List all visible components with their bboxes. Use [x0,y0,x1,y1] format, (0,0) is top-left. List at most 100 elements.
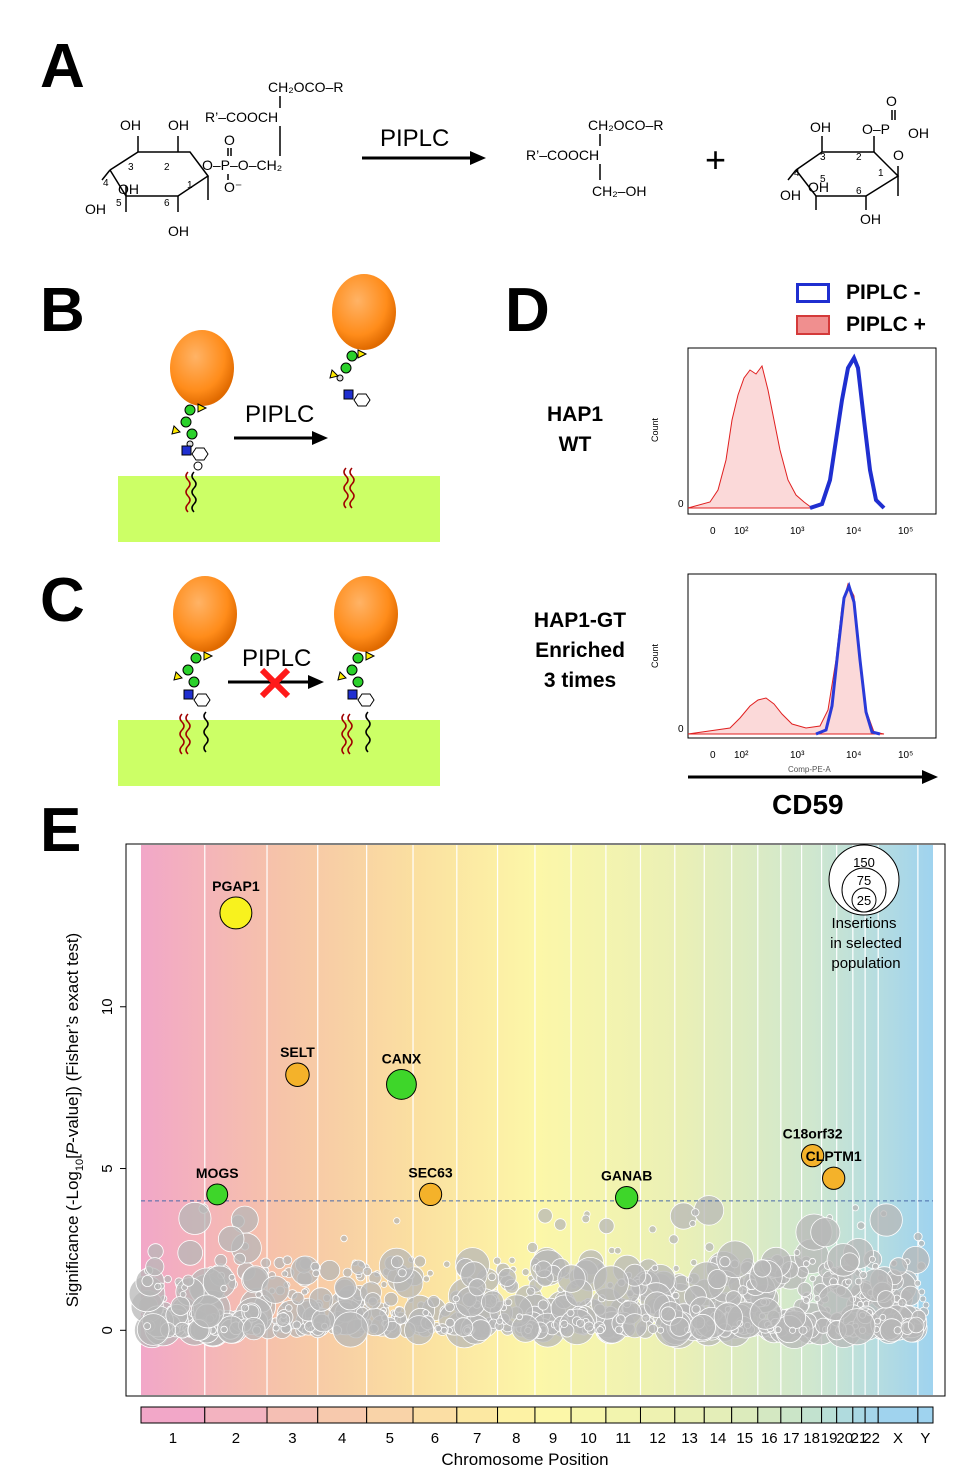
background-point [422,1309,430,1317]
histogram-x-small-label: Comp-PE-A [788,765,831,774]
gt-xtick-2: 10³ [790,750,805,761]
background-point [691,1304,701,1314]
panel-d-legend: PIPLC - PIPLC + [796,280,956,338]
chromosome-label: 18 [803,1430,820,1447]
chromosome-label: 8 [512,1430,520,1447]
panel-b-membrane [118,476,440,542]
background-point [554,1218,567,1231]
panel-d-row2-label: HAP1-GT Enriched 3 times [515,606,645,696]
highlighted-genes: PGAP1 SELT CANX MOGS SEC63 GANAB C18orf32 CLPTM… [196,878,862,1210]
background-point [809,1257,816,1265]
background-point [537,1208,553,1224]
product2-oh-5: OH [808,179,829,195]
background-point [919,1295,927,1303]
background-point [641,1313,651,1323]
chromosome-label: 4 [338,1430,346,1447]
product2-oh: OH [908,125,929,141]
product2-c3: 3 [820,152,826,163]
background-point [220,1325,228,1334]
background-point [261,1275,290,1304]
background-point [534,1260,553,1279]
chromosome-bar-segment [836,1406,854,1424]
panel-d-row1-label: HAP1 WT [520,400,630,460]
chromosome-bar-segment [639,1406,676,1424]
background-point [312,1269,320,1278]
product2-o-top: O [886,93,897,109]
background-point [527,1241,539,1253]
background-point [526,1286,536,1296]
panel-bc-diagram: PIPLC PIPLC [118,274,440,786]
background-point [854,1277,863,1286]
background-point [182,1274,195,1287]
background-point [859,1270,868,1279]
background-point [440,1326,448,1334]
panel-c-membrane [118,720,440,786]
chromosome-label: 5 [386,1430,394,1447]
chromosome-label: 6 [431,1430,439,1447]
panel-b-enzyme-label: PIPLC [245,401,314,428]
background-point [922,1301,930,1309]
background-point [422,1275,430,1283]
histogram-gt-zero: 0 [678,724,684,735]
background-point [913,1232,923,1242]
background-point [497,1267,517,1287]
background-point [668,1234,679,1245]
background-point [690,1258,698,1266]
gene-point-sec63 [418,1182,443,1207]
panel-letter-c: C [40,566,85,635]
wt-xtick-2: 10³ [790,526,805,537]
product2-oh-4: OH [780,187,801,203]
legend-swatch-piplc-minus [796,283,830,303]
background-point [393,1217,401,1225]
gene-label-pgap1: PGAP1 [212,878,260,894]
reactant-c1: 1 [187,180,193,191]
background-point [672,1264,680,1272]
gene-label-clptm1: CLPTM1 [806,1148,862,1164]
background-point [648,1225,657,1234]
background-point [340,1234,348,1243]
y-axis: 0 5 10 [99,998,126,1334]
background-point [383,1292,399,1307]
chromosome-bar-segment [412,1406,458,1424]
gene-point-canx [386,1069,417,1100]
size-legend: 150 75 25 Insertions in selected populat… [828,844,902,972]
background-point [145,1257,165,1277]
row1-label-line1: HAP1 [546,403,604,426]
chromosome-label: 13 [681,1430,698,1447]
cd59-arrow [688,770,938,784]
background-point [516,1313,523,1321]
row1-label-line2: WT [558,433,592,456]
gene-point-clptm1 [822,1166,846,1190]
reactant-phos-p: O–P–O–CH₂ [202,157,282,173]
background-point [557,1264,586,1293]
panel-letter-a: A [40,32,85,101]
chromosome-bar-segment [801,1406,823,1424]
chromosome-bar-segment [366,1406,414,1424]
background-point [394,1306,406,1318]
histogram-gt-xticks: 0 10² 10³ 10⁴ 10⁵ [710,750,913,761]
chromosome-label: 14 [710,1430,727,1447]
chromosome-label: 15 [736,1430,753,1447]
background-point [217,1225,245,1253]
product2-oh-6: OH [860,211,881,227]
background-point [163,1274,172,1284]
background-point [802,1296,810,1304]
wt-xtick-1: 10² [734,526,749,537]
background-point [190,1294,225,1329]
panel-a-arrow [362,151,486,165]
gt-xtick-1: 10² [734,750,749,761]
background-point [390,1255,404,1269]
reactant-c6: 6 [164,198,170,209]
reactant-inositol-ring [101,136,210,212]
background-point [672,1291,680,1300]
wt-xtick-4: 10⁵ [898,526,913,537]
background-point [614,1325,624,1335]
gene-label-c18orf32: C18orf32 [783,1125,843,1141]
background-point [840,1252,860,1272]
background-point [284,1304,293,1312]
legend-label-piplc-minus: PIPLC - [846,281,921,304]
background-point [141,1274,154,1287]
chromosome-label: 21 [851,1430,868,1447]
histogram-gt-frame [687,573,937,739]
background-point [487,1272,497,1282]
